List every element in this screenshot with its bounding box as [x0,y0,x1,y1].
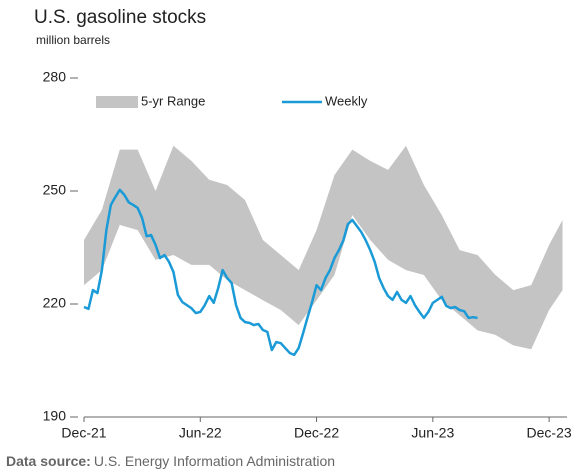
chart-subtitle: million barrels [36,33,110,47]
source-label: Data source: [6,453,91,469]
legend-swatch [96,96,138,108]
legend-label: Weekly [325,93,368,108]
x-tick-label: Jun-22 [179,425,222,441]
source-text: U.S. Energy Information Administration [94,453,335,469]
x-tick-label: Dec-22 [294,425,339,441]
x-tick-label: Dec-23 [527,425,572,441]
y-tick-label: 250 [43,182,67,198]
weekly-line [83,188,478,357]
y-tick-label: 190 [43,408,67,424]
chart-title: U.S. gasoline stocks [34,7,206,28]
y-tick-label: 280 [43,69,67,85]
x-tick-label: Jun-23 [411,425,454,441]
source: Data source: U.S. Energy Information Admi… [6,453,335,469]
x-tick-label: Dec-21 [61,425,106,441]
y-tick-label: 220 [43,295,67,311]
legend-label: 5-yr Range [141,93,205,108]
